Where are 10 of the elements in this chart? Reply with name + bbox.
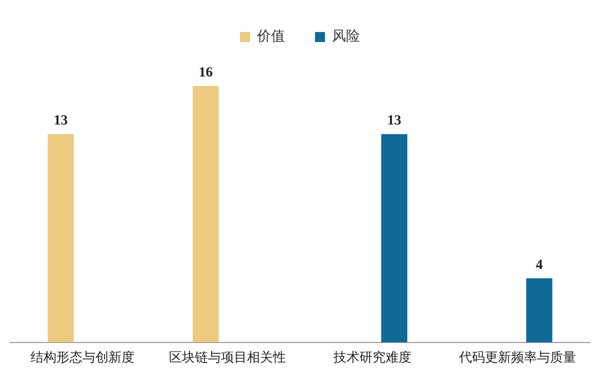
- x-tick-label: 技术研究难度: [332, 350, 412, 365]
- x-tick-label: 代码更新频率与质量: [458, 350, 576, 365]
- x-tick-label: 区块链与项目相关性: [169, 350, 286, 365]
- legend-label: 价值: [256, 28, 285, 45]
- data-label: 13: [387, 114, 402, 129]
- data-label: 16: [198, 66, 213, 81]
- legend-label: 风险: [332, 28, 360, 45]
- data-label: 13: [54, 114, 68, 129]
- data-label: 4: [536, 258, 543, 273]
- x-tick-label: 结构形态与创新度: [30, 350, 134, 365]
